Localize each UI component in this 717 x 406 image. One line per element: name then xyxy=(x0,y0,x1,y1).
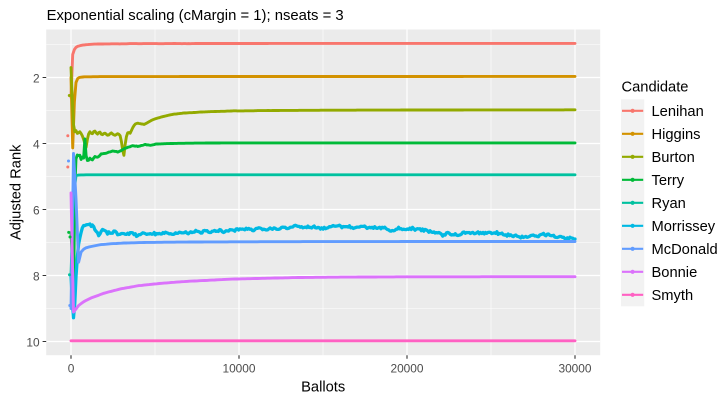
svg-text:Terry: Terry xyxy=(652,173,685,189)
svg-text:Ballots: Ballots xyxy=(301,379,345,395)
svg-text:Morrissey: Morrissey xyxy=(652,219,716,235)
svg-text:6: 6 xyxy=(33,203,40,217)
svg-text:Lenihan: Lenihan xyxy=(652,104,704,120)
svg-text:10000: 10000 xyxy=(222,361,255,375)
svg-text:McDonald: McDonald xyxy=(652,242,717,258)
svg-text:Higgins: Higgins xyxy=(652,127,701,143)
svg-text:Smyth: Smyth xyxy=(652,288,694,304)
svg-text:4: 4 xyxy=(33,137,40,151)
svg-text:10: 10 xyxy=(26,335,40,349)
svg-text:Burton: Burton xyxy=(652,150,695,166)
svg-text:20000: 20000 xyxy=(390,361,423,375)
svg-text:30000: 30000 xyxy=(558,361,591,375)
svg-text:2: 2 xyxy=(33,71,40,85)
svg-text:Ryan: Ryan xyxy=(652,196,686,212)
svg-text:8: 8 xyxy=(33,269,40,283)
svg-text:Exponential scaling (cMargin =: Exponential scaling (cMargin = 1); nseat… xyxy=(47,8,344,24)
svg-text:0: 0 xyxy=(68,361,75,375)
svg-text:Bonnie: Bonnie xyxy=(652,265,698,281)
svg-text:Candidate: Candidate xyxy=(622,80,689,96)
svg-text:Adjusted Rank: Adjusted Rank xyxy=(8,144,24,240)
